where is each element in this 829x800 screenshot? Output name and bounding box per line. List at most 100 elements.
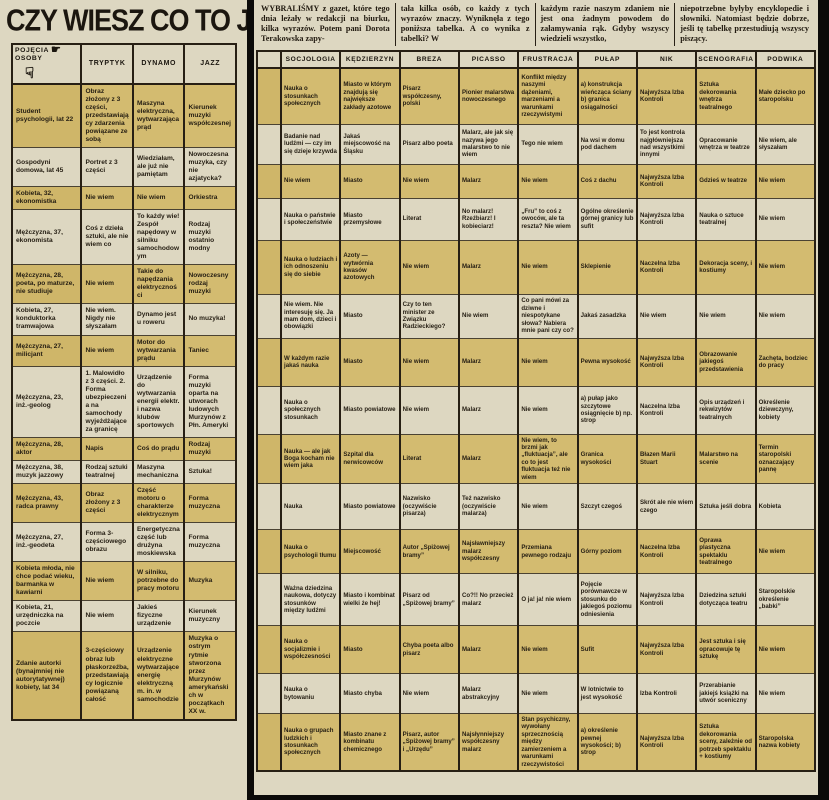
person-cell: Kobieta, 21, urzędniczka na poczcie <box>10 600 83 633</box>
answer-cell: Azoty — wytwórnia kwasów azotowych <box>339 239 401 295</box>
answer-cell: Co pani mówi za dziwne i niespotykane sł… <box>517 293 579 339</box>
person-cell: Mężczyzna, 37, ekonomista <box>10 209 83 266</box>
answer-cell: Jest sztuka i się opracowuje tę sztukę <box>695 625 757 675</box>
answer-cell: Pisarz od „Spiżowej bramy” <box>398 573 460 627</box>
answer-cell: Nie wiem <box>80 186 134 211</box>
answer-cell: Naczelna Izba Kontroli <box>635 239 698 295</box>
answer-cell: Nauka o stosunkach społecznych <box>279 67 342 125</box>
answer-cell: Malarz <box>457 385 520 435</box>
answer-cell: Nauka — ale jak Boga kocham nie wiem jak… <box>279 433 342 485</box>
corner-header-cell: POJĘCIA ☛ OSOBY ☟ <box>10 43 83 85</box>
answer-cell: Autor „Spiżowej bramy” <box>398 529 460 575</box>
answer-cell: Malarz <box>457 337 520 387</box>
column-header-dynamo: DYNAMO <box>131 43 186 85</box>
answer-cell: Nauka o psychologii tłumu <box>279 529 342 575</box>
answer-cell: Pewna wysokość <box>576 337 638 387</box>
answer-cell: Dekoracja sceny, i kostiumy <box>695 239 757 295</box>
answer-cell: Nauka <box>279 483 342 531</box>
answer-cell: Obrazowanie jakiegoś przedstawienia <box>695 337 757 387</box>
answer-cell: Sztuka! <box>183 459 237 484</box>
table-row: Nauka o socjalizmie i współczesności Mias… <box>257 625 817 675</box>
answer-cell: Naczelna Izba Kontroli <box>635 385 698 435</box>
answer-cell: Nazwisko (oczywiście pisarza) <box>398 483 460 531</box>
column-header: FRUSTRA­CJA <box>517 50 579 69</box>
answer-cell: Forma muzyczna <box>183 482 237 524</box>
answer-cell: Orkiestra <box>183 186 237 211</box>
answer-cell: Nie wiem <box>695 293 757 339</box>
table-row: Nauka Miasto powiatowe Nazwisko (oczywiści… <box>257 483 817 531</box>
table-row: Gospodyni domowa, lat 45 Portret z 3 częś… <box>10 146 237 188</box>
left-table-body: Student psychologii, lat 22 Obraz złożony… <box>10 83 237 721</box>
answer-cell: O ja! ja! nie wiem <box>517 573 579 627</box>
answer-cell: Nie wiem <box>517 163 579 199</box>
answer-cell: Nowoczesna muzyka, czy nie azjatycka? <box>183 146 237 188</box>
answer-cell: Malarz, ale jak się nazywa jego malarstw… <box>457 123 520 165</box>
answer-cell: Nie wiem <box>398 385 460 435</box>
corner-label-pojecia: POJĘCIA <box>15 47 50 55</box>
answer-cell: Granica wysokości <box>576 433 638 485</box>
answer-cell: Staropolskie określenie „babki” <box>754 573 817 627</box>
person-cell: Kobieta młoda, nie chce podać wieku, bar… <box>10 561 83 602</box>
answer-cell: Nie wiem <box>517 625 579 675</box>
answer-cell: Jakaś zasadzka <box>576 293 638 339</box>
answer-cell: Jakieś fizyczne urządzenie <box>131 600 186 633</box>
answer-cell: Sufit <box>576 625 638 675</box>
person-cell: Kobieta, 27, konduktorka tramwajowa <box>10 303 83 336</box>
answer-cell: Miasto przemysłowe <box>339 197 401 241</box>
margin-column-header <box>257 50 282 69</box>
answer-cell: Też nazwisko (oczywiście malarza) <box>457 483 520 531</box>
answer-cell: Miasto <box>339 337 401 387</box>
right-page-panel: WYBRALIŚMY z gazet, które tego dnia leża… <box>254 0 818 795</box>
answer-cell: Rodzaj muzyki ostatnio modny <box>183 209 237 266</box>
margin-cell <box>257 197 282 241</box>
right-table-header-row: SOCJOLOGIA KĘDZIE­RZYN BREZA PICASSO FRUSTRA… <box>257 50 817 69</box>
answer-cell: Nie wiem. Nie interesuję się. Ja mam dom… <box>279 293 342 339</box>
left-page-panel: CZY WIESZ CO TO JEST... POJĘCIA ☛ OSOBY … <box>0 0 247 800</box>
intro-column-1: WYBRALIŚMY z gazet, które tego dnia leża… <box>261 4 390 43</box>
answer-cell: Przemiana pewnego rodzaju <box>517 529 579 575</box>
answer-cell: Izba Kontroli <box>635 673 698 715</box>
page-title: CZY WIESZ CO TO JEST... <box>6 3 247 38</box>
answer-cell: Najwyższa Izba Kontroli <box>635 67 698 125</box>
person-cell: Mężczyzna, 28, aktor <box>10 436 83 461</box>
margin-cell <box>257 625 282 675</box>
answer-cell: Malarstwo na scenie <box>695 433 757 485</box>
column-header: NIK <box>635 50 698 69</box>
margin-cell <box>257 433 282 485</box>
answer-cell: Muzyka <box>183 561 237 602</box>
answer-cell: Termin staropolski oznaczający pannę <box>754 433 817 485</box>
answer-cell: Nie wiem <box>80 600 134 633</box>
margin-cell <box>257 163 282 199</box>
answer-cell: Kierunek muzyki współczesnej <box>183 83 237 148</box>
table-row: Mężczyzna, 43, radca prawny Obraz złożony… <box>10 482 237 524</box>
answer-cell: Nie wiem <box>398 163 460 199</box>
person-cell: Mężczyzna, 27, inż.-geodeta <box>10 522 83 563</box>
answer-cell: Nauka o ludziach i ich odnoszeniu się do… <box>279 239 342 295</box>
answer-cell: Staropolska nazwa kobiety <box>754 713 817 772</box>
answer-cell: Nie wiem <box>517 385 579 435</box>
answer-cell: Takie do napędzania elektryczności <box>131 264 186 305</box>
table-row: Nauka — ale jak Boga kocham nie wiem jak… <box>257 433 817 485</box>
answer-cell: Najwyższa Izba Kontroli <box>635 163 698 199</box>
answer-cell: Obraz złożony z 3 części <box>80 482 134 524</box>
answer-cell: Miasto <box>339 293 401 339</box>
table-row: Nauka o psychologii tłumu Miejscowość Auto… <box>257 529 817 575</box>
answer-cell: Malarz <box>457 239 520 295</box>
person-cell: Mężczyzna, 28, poeta, po maturze, nie st… <box>10 264 83 305</box>
corner-label-osoby: OSOBY <box>15 54 43 62</box>
person-cell: Mężczyzna, 23, inż.-geolog <box>10 365 83 438</box>
answer-cell: Kobieta <box>754 483 817 531</box>
intro-text: WYBRALIŚMY z gazet, które tego dnia leża… <box>254 0 818 50</box>
answer-cell: W lotnictwie to jest wysokość <box>576 673 638 715</box>
margin-cell <box>257 67 282 125</box>
answer-cell: Obraz złożony z 3 części, przedstawiając… <box>80 83 134 148</box>
answer-cell: Miasto powiatowe <box>339 385 401 435</box>
answer-cell: Nie wiem. Nigdy nie słyszałam <box>80 303 134 336</box>
answer-cell: Rodzaj sztuki teatralnej <box>80 459 134 484</box>
answer-cell: Szczyt czegoś <box>576 483 638 531</box>
answer-cell: Kierunek muzyczny <box>183 600 237 633</box>
left-table-header-row: POJĘCIA ☛ OSOBY ☟ TRYPTYK DYNAMO JAZZ <box>10 43 237 85</box>
answer-cell: Rodzaj muzyki <box>183 436 237 461</box>
answer-cell: Najwyższa Izba Kontroli <box>635 337 698 387</box>
answer-cell: W silniku, potrzebne do pracy motoru <box>131 561 186 602</box>
